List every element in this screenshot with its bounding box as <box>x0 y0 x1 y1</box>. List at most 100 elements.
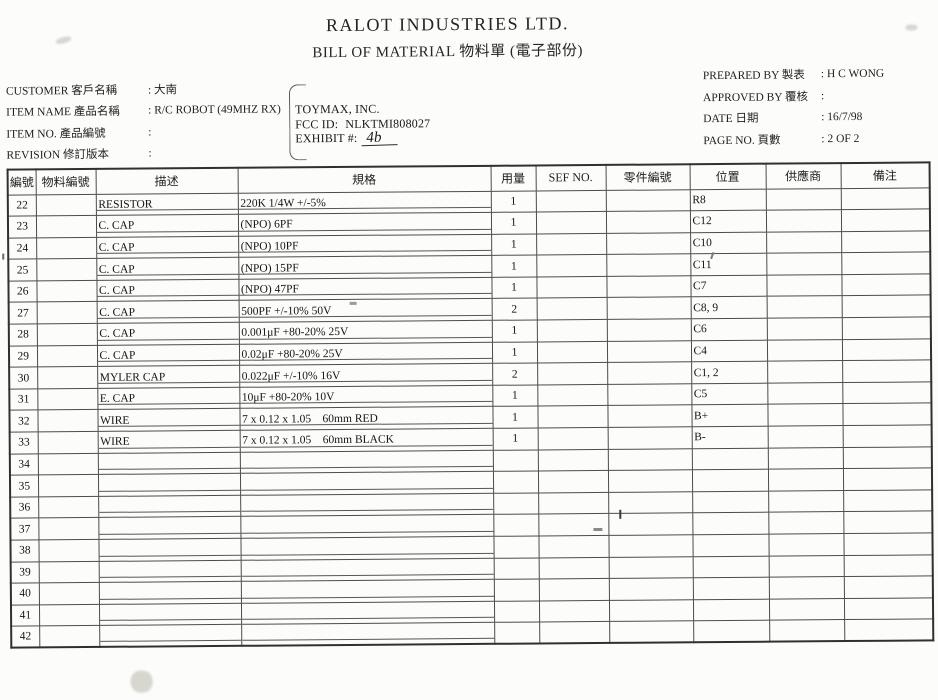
cell-specification: 220K 1/4W +/-5% <box>237 190 491 215</box>
cell-supplier <box>767 382 843 405</box>
cell-row-number: 41 <box>10 604 40 627</box>
cell-description: C. CAP <box>96 343 240 367</box>
cell-sef-no <box>538 578 609 601</box>
cell-location <box>692 512 769 535</box>
cell-description <box>97 451 240 475</box>
cell-part-code <box>608 556 693 579</box>
cell-quantity: 2 <box>492 363 538 386</box>
cell-location <box>692 598 770 622</box>
cell-supplier <box>766 317 842 340</box>
cell-sef-no <box>538 600 610 623</box>
document-title: BILL OF MATERIAL 物料單 (電子部份) <box>312 43 584 62</box>
cell-remark <box>844 619 934 642</box>
cell-remark <box>843 576 933 599</box>
cell-quantity: 1 <box>491 341 538 364</box>
scan-artifact-speck <box>349 301 357 305</box>
cell-remark <box>843 597 934 620</box>
cell-quantity: 2 <box>491 298 537 321</box>
cell-row-number: 39 <box>10 561 39 584</box>
page-no-value: : 2 OF 2 <box>821 133 860 146</box>
cell-description: RESISTOR <box>95 192 238 216</box>
cell-sef-no <box>537 449 608 472</box>
cell-remark <box>840 208 931 232</box>
cell-supplier <box>767 468 844 491</box>
cell-material-no <box>37 388 98 411</box>
stamp-company: TOYMAX, INC. <box>295 101 380 117</box>
cell-quantity: 1 <box>490 212 537 235</box>
fcc-id-line: FCC ID: NLKTMI808027 <box>295 116 430 132</box>
cell-quantity: 1 <box>491 255 537 278</box>
cell-specification: 0.001μF +80-20% 25V <box>238 320 492 344</box>
fcc-id-value: NLKTMI808027 <box>345 115 431 131</box>
cell-description <box>98 559 241 583</box>
cell-supplier <box>766 252 842 276</box>
cell-material-no <box>38 561 99 584</box>
header-specification: 規格 <box>237 165 491 193</box>
bom-table-body: 22 RESISTOR 220K 1/4W +/-5% 1 R8 23 C. C… <box>7 187 934 649</box>
cell-quantity: 1 <box>491 233 537 256</box>
cell-supplier <box>765 209 842 232</box>
header-description: 描述 <box>95 167 238 194</box>
cell-row-number: 32 <box>9 410 38 433</box>
cell-location: C5 <box>691 383 768 406</box>
item-name-value: : R/C ROBOT (49MHZ RX) <box>148 103 281 117</box>
cell-sef-no <box>536 341 608 364</box>
cell-remark <box>840 187 930 210</box>
cell-row-number: 35 <box>9 475 39 497</box>
cell-remark <box>842 381 932 405</box>
cell-location <box>692 534 769 557</box>
cell-part-code <box>605 210 691 234</box>
scan-artifact-smudge <box>130 670 153 693</box>
cell-remark <box>842 403 932 426</box>
cell-material-no <box>36 258 97 281</box>
cell-material-no <box>37 474 99 497</box>
cell-quantity: 1 <box>492 427 538 450</box>
cell-sef-no <box>538 557 609 580</box>
cell-specification <box>239 449 493 474</box>
cell-location: B+ <box>691 404 768 427</box>
cell-supplier <box>768 576 844 599</box>
cell-sef-no <box>535 189 606 213</box>
cell-location: C10 <box>690 231 767 255</box>
cell-sef-no <box>537 362 608 385</box>
cell-part-code <box>605 189 690 212</box>
cell-quantity <box>493 535 539 558</box>
header-supplier: 供應商 <box>765 163 841 189</box>
cell-description <box>97 473 241 497</box>
cell-material-no <box>35 193 96 216</box>
cell-quantity <box>494 622 540 645</box>
cell-quantity: 1 <box>492 384 538 407</box>
cell-part-code <box>608 577 693 601</box>
exhibit-line: EXHIBIT #: 4b <box>295 130 430 147</box>
cell-description: MYLER CAP <box>97 365 240 389</box>
cell-supplier <box>769 619 845 643</box>
cell-description <box>98 603 242 626</box>
exhibit-label: EXHIBIT #: <box>295 130 358 146</box>
cell-location: C12 <box>689 210 767 233</box>
cell-remark <box>841 295 931 318</box>
cell-sef-no <box>536 233 607 256</box>
cell-specification: 0.022μF +/-10% 16V <box>239 363 493 388</box>
cell-sef-no <box>537 405 608 428</box>
cell-supplier <box>768 598 845 621</box>
revision-row: REVISION 修訂版本 : <box>6 142 281 166</box>
cell-sef-no <box>538 513 609 536</box>
cell-material-no <box>36 301 97 324</box>
cell-specification: 7 x 0.12 x 1.05 60mm RED <box>239 406 493 431</box>
cell-specification <box>240 579 494 604</box>
cell-part-code <box>607 362 692 385</box>
cell-row-number: 23 <box>7 215 37 238</box>
cell-quantity <box>493 557 539 580</box>
cell-part-code <box>606 275 691 298</box>
cell-supplier <box>766 339 843 362</box>
cell-description: C. CAP <box>96 322 239 346</box>
scan-artifact-smudge <box>905 24 918 31</box>
cell-part-code <box>607 383 692 406</box>
cell-row-number: 24 <box>8 237 37 260</box>
revision-label: REVISION 修訂版本 <box>6 149 110 162</box>
cell-location <box>691 469 769 492</box>
cell-quantity: 1 <box>490 190 536 213</box>
customer-label: CUSTOMER 客戶名稱 <box>5 84 118 98</box>
cell-sef-no <box>536 297 607 321</box>
